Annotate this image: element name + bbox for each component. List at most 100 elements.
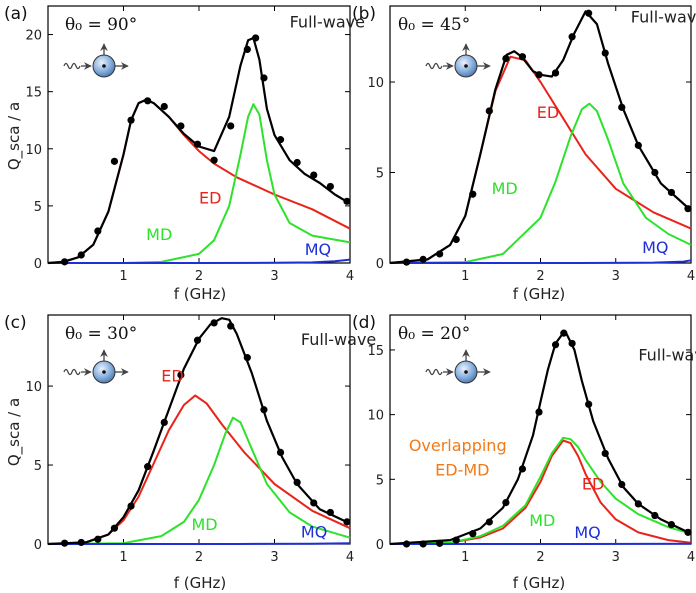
panel-b: 1 2 3 4 0 5 10 Full-wave ED MD MQ (b) θ₀ = 45° f (…: [352, 4, 696, 303]
full-wave-marker: [77, 251, 85, 259]
full-wave-marker: [293, 158, 301, 167]
full-wave-marker: [144, 463, 152, 471]
x-tick-label: 1: [119, 550, 127, 565]
incidence-icon-b: [425, 43, 491, 78]
full-wave-marker: [293, 478, 301, 487]
y-tick-label: 10: [367, 409, 384, 424]
full-wave-marker: [436, 250, 444, 258]
full-wave-marker: [326, 182, 334, 191]
series-line-full-wave: [47, 317, 351, 546]
full-wave-marker: [177, 371, 185, 379]
full-wave-marker: [419, 255, 427, 263]
full-wave-marker: [452, 536, 460, 544]
theta-label-c: θ₀ = 30°: [65, 324, 137, 344]
series-line-full-wave: [47, 36, 351, 265]
full-wave-marker: [110, 524, 119, 532]
theta-label-b: θ₀ = 45°: [398, 15, 470, 35]
full-wave-marker: [651, 168, 659, 177]
full-wave-marker: [684, 528, 692, 536]
x-tick-label: 3: [270, 269, 278, 284]
full-wave-marker: [502, 54, 510, 63]
full-wave-marker: [193, 336, 202, 344]
annotation-mq: MQ: [642, 238, 668, 257]
x-tick-label: 3: [270, 550, 278, 565]
x-axis-label-b: f (GHz): [513, 285, 566, 303]
full-wave-marker: [61, 258, 69, 266]
full-wave-marker: [160, 102, 168, 111]
y-tick-label: 5: [376, 167, 384, 182]
full-wave-marker: [469, 190, 477, 198]
annotation-ed: ED: [199, 189, 221, 208]
x-axis-label-c: f (GHz): [174, 574, 227, 592]
x-tick-label: 1: [461, 269, 469, 284]
y-tick-label: 5: [376, 473, 384, 488]
annotation-ed-md: ED-MD: [435, 460, 489, 479]
annotation-mq: MQ: [305, 240, 331, 259]
full-wave-marker: [227, 122, 235, 130]
full-wave-marker: [110, 157, 119, 165]
plot-frame: [389, 5, 692, 264]
plot-area-c: 1 2 3 4 0 5 10 Full-wave ED MD MQ: [25, 314, 376, 565]
theta-label-d: θ₀ = 20°: [398, 324, 470, 344]
y-axis-label-a: Q_sca / a: [5, 102, 24, 170]
panel-label-d: (d): [352, 313, 376, 333]
series-line-ed: [389, 439, 692, 545]
full-wave-marker: [502, 498, 510, 507]
annotation-ed: ED: [582, 475, 604, 494]
y-tick-label: 0: [376, 257, 384, 272]
full-wave-marker: [667, 188, 676, 197]
panel-label-c: (c): [4, 313, 27, 333]
y-tick-label: 10: [25, 143, 42, 158]
series-line-md: [389, 102, 692, 264]
annotation-md: MD: [529, 511, 555, 530]
full-wave-marker: [227, 322, 235, 330]
incidence-icon-a: [63, 43, 129, 78]
full-wave-marker: [518, 465, 527, 473]
x-tick-label: 4: [346, 550, 354, 565]
x-tick-label: 4: [687, 550, 695, 565]
full-wave-marker: [260, 74, 268, 82]
y-tick-label: 0: [34, 257, 42, 272]
full-wave-marker: [634, 141, 642, 149]
plot-area-b: 1 2 3 4 0 5 10 Full-wave ED MD MQ: [367, 5, 696, 284]
y-tick-label: 15: [25, 86, 42, 101]
x-axis-label-d: f (GHz): [513, 574, 566, 592]
x-tick-label: 2: [536, 269, 544, 284]
full-wave-marker: [585, 9, 593, 17]
panel-label-b: (b): [352, 4, 376, 24]
panel-d: 1 2 3 4 0 5 10 15 Full-wave Overlapping ED-MD ED MD M…: [352, 313, 696, 592]
x-tick-label: 2: [195, 269, 203, 284]
plot-area-a: 1 2 3 4 0 5 10 15 20 Full-wave ED MD MQ: [25, 5, 365, 284]
full-wave-marker: [585, 400, 593, 408]
full-wave-marker: [94, 227, 102, 235]
full-wave-marker: [276, 136, 285, 144]
y-tick-label: 0: [376, 538, 384, 553]
full-wave-marker: [560, 329, 568, 337]
full-wave-marker: [193, 140, 202, 148]
x-axis-label-a: f (GHz): [174, 285, 227, 303]
panel-a: 1 2 3 4 0 5 10 15 20 Full-wave ED MD MQ (a) θ₀ = 90°…: [4, 4, 365, 303]
annotation-mq: MQ: [301, 523, 327, 542]
full-wave-marker: [343, 197, 351, 205]
annotation-md: MD: [146, 225, 172, 244]
theta-label-a: θ₀ = 90°: [65, 15, 137, 35]
full-wave-marker: [210, 319, 218, 327]
annotation-ed: ED: [537, 103, 559, 122]
x-tick-label: 4: [687, 269, 695, 284]
full-wave-marker: [210, 156, 218, 164]
series-line-ed: [47, 98, 351, 264]
series-line-mq: [48, 542, 351, 545]
y-tick-label: 10: [367, 76, 384, 91]
series-line-md: [389, 436, 692, 545]
full-wave-marker: [343, 518, 351, 526]
panel-c: 1 2 3 4 0 5 10 Full-wave ED MD MQ (c) θ₀ = 30° f (…: [4, 313, 376, 592]
y-axis-label-c: Q_sca / a: [5, 398, 24, 466]
full-wave-marker: [402, 258, 411, 266]
full-wave-marker: [77, 538, 85, 547]
series-line-mq: [390, 259, 692, 264]
full-wave-marker: [485, 107, 493, 115]
full-wave-marker: [535, 71, 543, 79]
full-wave-marker: [551, 341, 560, 349]
full-wave-marker: [243, 45, 251, 54]
annotation-ed: ED: [161, 366, 183, 385]
